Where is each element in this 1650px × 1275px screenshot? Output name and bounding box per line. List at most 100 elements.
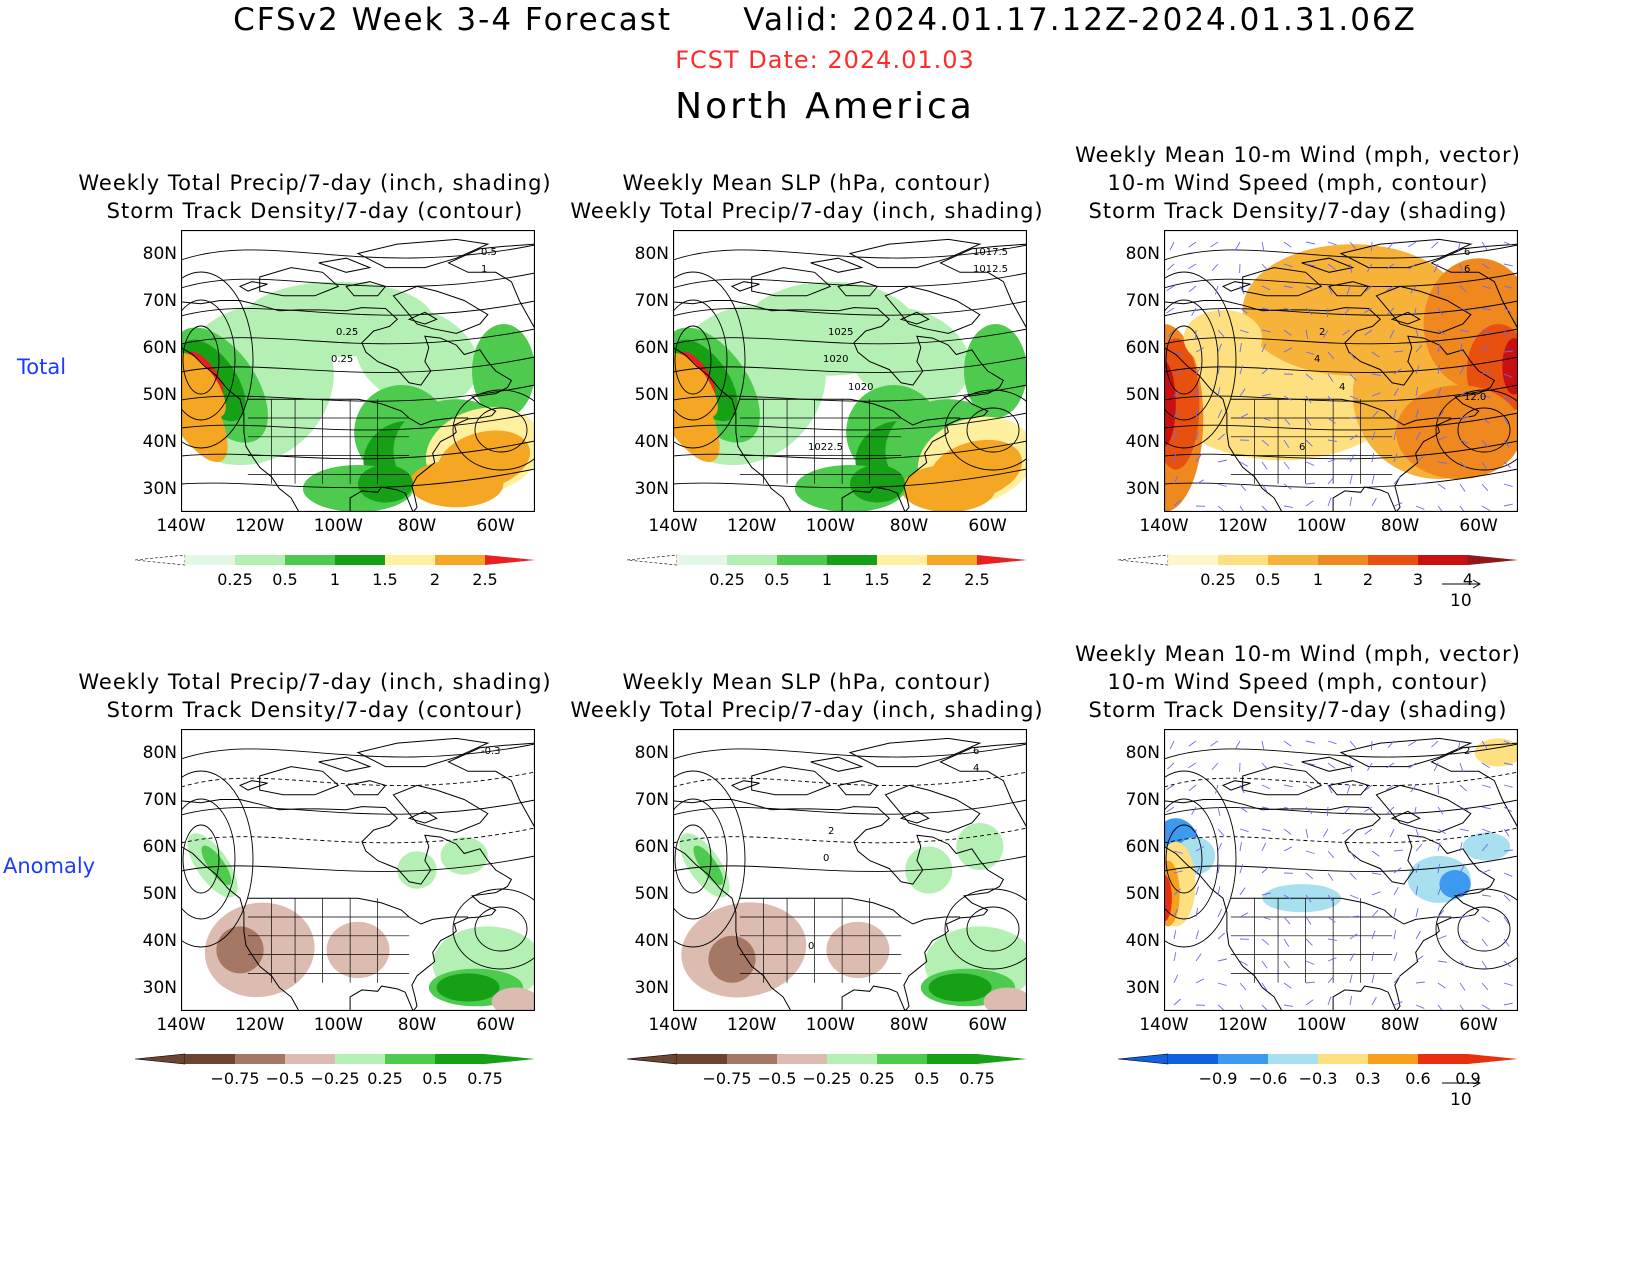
- wind-vector: [1503, 483, 1513, 488]
- island-outline: [1375, 784, 1472, 833]
- contour-label: 0.25: [336, 327, 358, 338]
- colorbar: [134, 552, 535, 566]
- contour-line: [181, 771, 535, 788]
- island-outline: [1301, 257, 1355, 273]
- island-outline: [730, 281, 760, 292]
- wind-vector: [1261, 461, 1268, 470]
- wind-vector: [1437, 461, 1447, 464]
- wind-vector: [1283, 894, 1293, 900]
- wind-vector: [1481, 828, 1491, 833]
- contour-layer: [673, 244, 1027, 489]
- wind-vector: [1481, 461, 1488, 470]
- wind-vector: [1459, 263, 1464, 273]
- wind-vector: [1503, 762, 1513, 766]
- island-outline: [884, 784, 981, 833]
- wind-vector: [1261, 417, 1271, 421]
- shading-region: [956, 823, 1004, 870]
- contour-label: 2: [828, 826, 834, 837]
- lat-tick-label: 30N: [634, 478, 669, 499]
- island-outline: [1328, 281, 1370, 297]
- colorbar-arrow-high: [977, 555, 1027, 565]
- wind-vector: [1503, 263, 1513, 267]
- wind-vector: [1437, 886, 1442, 896]
- wind-vector: [1166, 285, 1175, 292]
- island-outline: [356, 238, 490, 269]
- island-outline: [259, 267, 340, 297]
- wind-vector: [1371, 952, 1375, 962]
- wind-vector: [1235, 241, 1241, 251]
- wind-vector: [1239, 864, 1244, 874]
- wind-vector: [1167, 329, 1175, 338]
- contour-line: [944, 888, 1027, 970]
- wind-vector: [1503, 916, 1510, 925]
- contour-label: 6: [1464, 247, 1470, 258]
- contour-label: 6: [1299, 442, 1305, 453]
- lon-tick-label: 100W: [805, 1015, 855, 1035]
- lat-tick-label: 30N: [1125, 478, 1160, 499]
- map-canvas: 0.5 1 0.25 0.25: [181, 230, 535, 512]
- wind-vector: [1364, 828, 1373, 835]
- wind-vector: [1305, 329, 1309, 339]
- contour-line: [673, 468, 1027, 489]
- wind-vector: [1327, 784, 1333, 794]
- wind-vector: [1433, 263, 1439, 273]
- wind-vector: [1261, 740, 1265, 750]
- wind-vector: [1283, 483, 1292, 490]
- shading-region: [358, 465, 413, 503]
- lon-tick-label: 120W: [727, 1015, 777, 1035]
- shading-region: [693, 845, 724, 886]
- contour-line: [182, 325, 220, 395]
- colorbar-svg: [626, 554, 1027, 566]
- wind-vector: [1349, 762, 1353, 772]
- island-outline: [1242, 766, 1323, 796]
- wind-vector: [1326, 806, 1329, 817]
- contour-line: [944, 389, 1027, 471]
- island-outline: [1390, 810, 1421, 824]
- lon-tick-label: 60W: [476, 516, 515, 536]
- colorbar-segment: [285, 1054, 335, 1064]
- wind-vector: [1217, 433, 1226, 441]
- wind-vector: [1415, 1004, 1425, 1009]
- wind-vector: [1214, 784, 1219, 794]
- wind-vector: [1371, 392, 1381, 397]
- wind-vector: [1327, 740, 1337, 745]
- wind-vector: [1349, 434, 1358, 441]
- contour-line: [1164, 299, 1219, 421]
- lat-tick-label: 30N: [142, 478, 177, 499]
- contour-line: [673, 244, 1027, 261]
- wind-vector: [1481, 307, 1491, 311]
- wind-vector: [1188, 263, 1197, 270]
- contour-line: [673, 855, 1027, 872]
- contour-line: [1164, 412, 1518, 431]
- contour-line: [673, 356, 1027, 373]
- wind-vector: [1195, 908, 1198, 918]
- map-border: [1164, 230, 1518, 512]
- wind-vector: [1387, 806, 1395, 814]
- wind-vector: [1503, 285, 1513, 289]
- colorbar-segment: [1268, 555, 1318, 565]
- lat-tick-label: 80N: [142, 742, 177, 763]
- shading-layer: [187, 833, 535, 1011]
- map-canvas: 6 4 2 0 0: [673, 729, 1027, 1011]
- wind-vector: [1387, 241, 1395, 250]
- lat-tick-label: 40N: [142, 930, 177, 951]
- colorbar-segment: [235, 555, 285, 565]
- lon-tick-label: 100W: [313, 1015, 363, 1035]
- colorbar-label: 0.25: [709, 570, 745, 589]
- contour-line: [474, 407, 528, 453]
- contour-line: [181, 328, 535, 345]
- wind-vector: [1415, 505, 1425, 510]
- colorbar-label: −0.75: [702, 1069, 752, 1088]
- contour-line: [966, 906, 1020, 952]
- wind-vector: [1173, 974, 1179, 984]
- wind-vector: [1327, 439, 1337, 442]
- island-outline: [238, 780, 268, 791]
- wind-vector: [1389, 828, 1395, 838]
- wind-vector: [1327, 476, 1335, 485]
- wind-vector: [1349, 351, 1356, 360]
- wind-vector: [1437, 828, 1446, 835]
- wind-vector: [1305, 285, 1315, 291]
- contour-line: [452, 389, 535, 471]
- wind-vector: [1327, 894, 1334, 903]
- shading-region: [1164, 361, 1176, 447]
